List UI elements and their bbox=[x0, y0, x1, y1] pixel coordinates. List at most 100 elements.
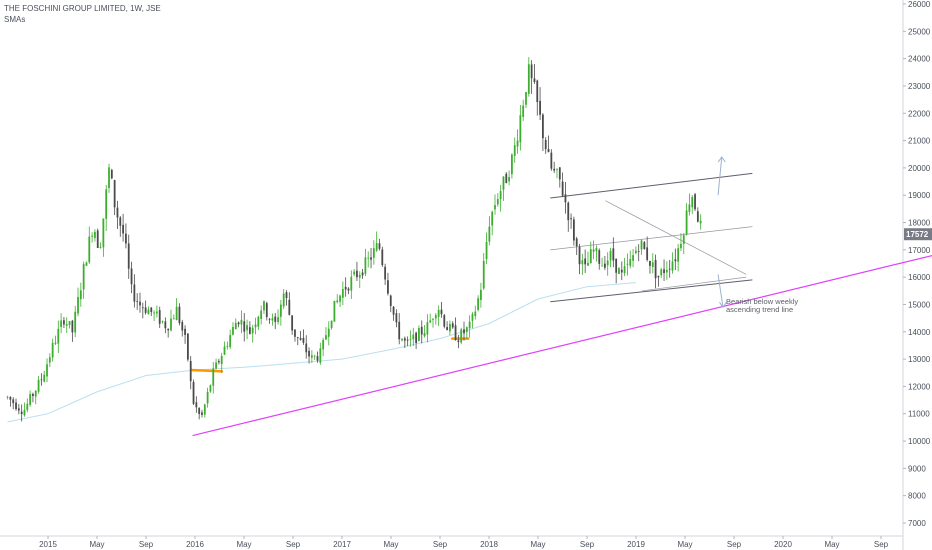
candle-body bbox=[418, 328, 420, 341]
candle-body bbox=[663, 269, 665, 274]
y-tick-label: 26000 bbox=[908, 0, 931, 9]
candle-body bbox=[468, 321, 471, 329]
candle-body bbox=[533, 78, 536, 82]
candle-body bbox=[401, 338, 403, 341]
price-axis[interactable]: 7000 8000 9000 10000 11000 12000 13000 14000 150… bbox=[903, 0, 932, 528]
candle-body bbox=[395, 313, 398, 323]
candle-body bbox=[584, 258, 587, 265]
candle-body bbox=[296, 337, 299, 338]
candle-body bbox=[181, 322, 184, 331]
candle-body bbox=[358, 274, 361, 278]
candle-body bbox=[629, 258, 632, 266]
trend-line bbox=[642, 276, 747, 292]
candle-body bbox=[12, 399, 15, 404]
candle-body bbox=[575, 238, 578, 247]
candle-body bbox=[480, 289, 482, 301]
candle-body bbox=[637, 251, 640, 252]
candle-body bbox=[488, 226, 491, 242]
candle-body bbox=[158, 310, 161, 324]
candle-body bbox=[499, 191, 502, 200]
chart-title: THE FOSCHINI GROUP LIMITED, 1W, JSE bbox=[4, 4, 161, 13]
candle-body bbox=[699, 220, 702, 224]
candle-body bbox=[336, 300, 339, 303]
candle-body bbox=[412, 334, 415, 340]
y-tick-label: 19000 bbox=[908, 191, 931, 200]
candle-body bbox=[71, 320, 74, 333]
candle-body bbox=[437, 309, 440, 317]
candle-body bbox=[209, 385, 212, 392]
x-tick-label: 2020 bbox=[774, 540, 792, 549]
y-tick-label: 22000 bbox=[908, 109, 931, 118]
trend-line bbox=[550, 172, 753, 199]
candle-body bbox=[6, 396, 9, 398]
candle-body bbox=[544, 139, 547, 150]
time-axis[interactable]: 2015 May Sep 2016 May Sep 2017 May Sep 2018 May Sep… bbox=[39, 536, 889, 549]
indicator-label[interactable]: SMAs bbox=[4, 15, 26, 24]
candle-body bbox=[634, 250, 637, 254]
candle-body bbox=[279, 304, 282, 317]
candle-body bbox=[257, 316, 260, 327]
candle-body bbox=[640, 240, 643, 250]
candle-body bbox=[651, 262, 654, 268]
candle-body bbox=[403, 338, 406, 341]
candle-body bbox=[263, 301, 265, 311]
candle-body bbox=[511, 154, 513, 175]
candle-body bbox=[254, 324, 257, 328]
candle-body bbox=[677, 248, 680, 262]
candle-body bbox=[347, 288, 350, 291]
candle-body bbox=[434, 315, 437, 319]
y-tick-label: 7000 bbox=[908, 519, 926, 528]
candle-body bbox=[17, 408, 20, 411]
annotation-text: Bearish below weekly bbox=[726, 297, 798, 306]
candle-body bbox=[426, 322, 429, 335]
candle-body bbox=[192, 381, 195, 404]
candle-body bbox=[606, 260, 609, 266]
candle-body bbox=[556, 169, 558, 171]
candle-body bbox=[674, 259, 677, 262]
candle-body bbox=[167, 328, 170, 331]
candle-body bbox=[232, 326, 234, 335]
candle-body bbox=[477, 298, 479, 310]
candle-body bbox=[494, 205, 496, 210]
candle-body bbox=[344, 286, 347, 290]
candle-body bbox=[248, 327, 251, 334]
candle-body bbox=[496, 199, 499, 205]
candle-body bbox=[77, 296, 79, 314]
candle-body bbox=[463, 329, 465, 334]
y-tick-label: 11000 bbox=[908, 410, 930, 419]
candle-body bbox=[561, 181, 564, 196]
candle-body bbox=[694, 194, 696, 210]
candle-body bbox=[94, 231, 96, 239]
candle-body bbox=[43, 374, 46, 382]
trend-line bbox=[550, 279, 753, 303]
highlight-level bbox=[190, 368, 224, 373]
candle-body bbox=[398, 321, 401, 340]
candle-body bbox=[595, 247, 598, 252]
candle-body bbox=[668, 268, 671, 270]
candle-body bbox=[536, 80, 539, 103]
candle-body bbox=[274, 316, 277, 322]
candle-body bbox=[271, 318, 274, 321]
candle-body bbox=[277, 317, 279, 323]
candle-body bbox=[46, 364, 48, 377]
x-tick-label: 2016 bbox=[186, 540, 204, 549]
candle-body bbox=[680, 243, 682, 249]
y-tick-label: 10000 bbox=[908, 437, 931, 446]
candle-body bbox=[612, 248, 615, 261]
candle-body bbox=[449, 323, 451, 332]
candle-body bbox=[54, 342, 57, 344]
candle-body bbox=[392, 306, 395, 315]
candle-body bbox=[268, 318, 271, 320]
candle-body bbox=[491, 211, 494, 226]
candle-body bbox=[48, 357, 51, 363]
y-tick-label: 13000 bbox=[908, 355, 931, 364]
x-tick-label: May bbox=[677, 540, 692, 549]
candle-body bbox=[665, 269, 668, 273]
candle-body bbox=[308, 350, 310, 357]
candle-body bbox=[99, 247, 102, 249]
candles-layer bbox=[6, 57, 702, 422]
candle-body bbox=[525, 92, 527, 105]
candle-body bbox=[482, 260, 485, 289]
candle-body bbox=[406, 339, 409, 341]
